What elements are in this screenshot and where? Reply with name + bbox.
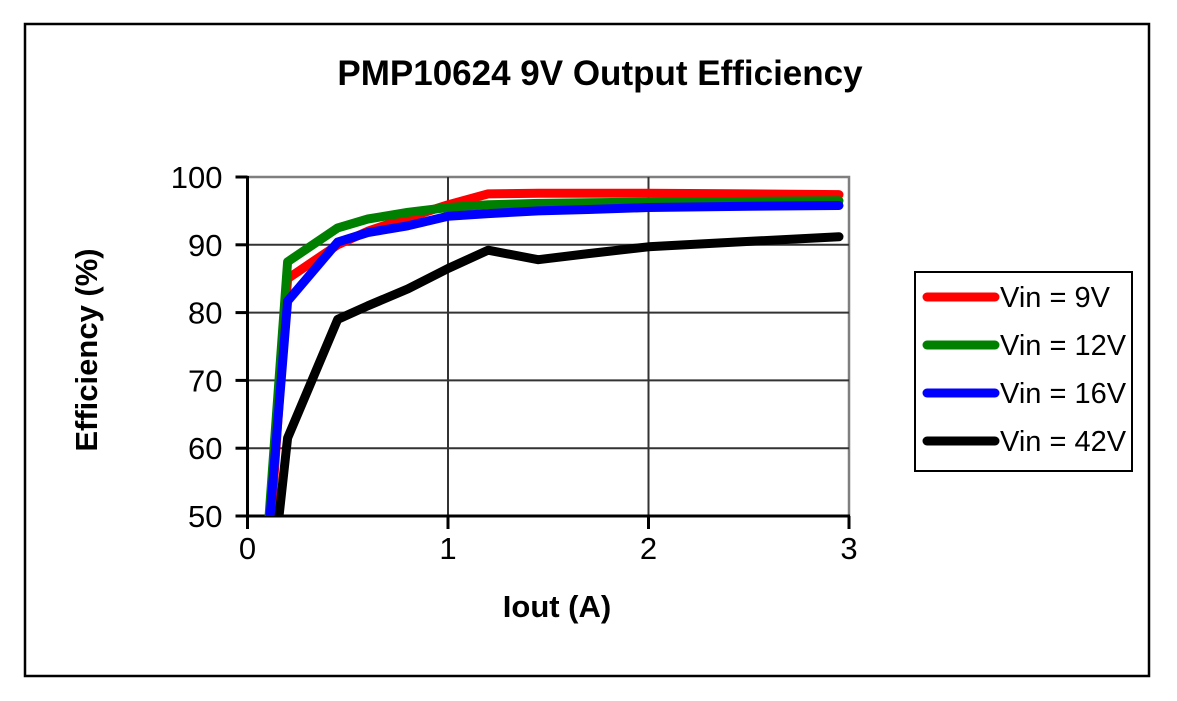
legend-label-vin-12v: Vin = 12V [1000,330,1127,362]
legend-label-vin-9v: Vin = 9V [1000,282,1111,314]
legend-item-vin-16v: Vin = 16V [922,378,1127,410]
chart-title: PMP10624 9V Output Efficiency [337,54,863,93]
series-line-vin-9v [266,188,844,516]
legend: Vin = 9V Vin = 12V Vin = 16V Vin = 42V [914,271,1133,472]
legend-label-vin-16v: Vin = 16V [1000,378,1127,410]
legend-item-vin-42v: Vin = 42V [922,426,1127,458]
legend-item-vin-9v: Vin = 9V [922,282,1111,314]
x-tick-label-2: 2 [640,531,657,566]
y-tick-label-90: 90 [188,228,222,263]
series-line-vin-12v [264,196,844,516]
legend-label-vin-42v: Vin = 42V [1000,426,1127,458]
y-tick-label-50: 50 [188,499,222,534]
series-line-vin-42v [274,232,844,516]
y-axis-title: Efficiency (%) [69,248,104,451]
y-tick-label-80: 80 [188,296,222,331]
axes [246,176,850,518]
x-tick-label-3: 3 [840,531,857,566]
y-tick-label-100: 100 [171,160,223,195]
y-tick-label-60: 60 [188,431,222,466]
x-axis-title: Iout (A) [503,589,611,624]
legend-item-vin-12v: Vin = 12V [922,330,1127,362]
x-tick-label-0: 0 [239,531,256,566]
chart-outer-border [23,22,1151,678]
x-tick-label-1: 1 [439,531,456,566]
axis-ticks [235,175,851,529]
tick-labels: 50 60 70 80 90 100 0 1 2 3 [171,160,858,566]
data-series [264,188,844,516]
y-tick-label-70: 70 [188,363,222,398]
series-line-vin-16v [265,201,844,516]
